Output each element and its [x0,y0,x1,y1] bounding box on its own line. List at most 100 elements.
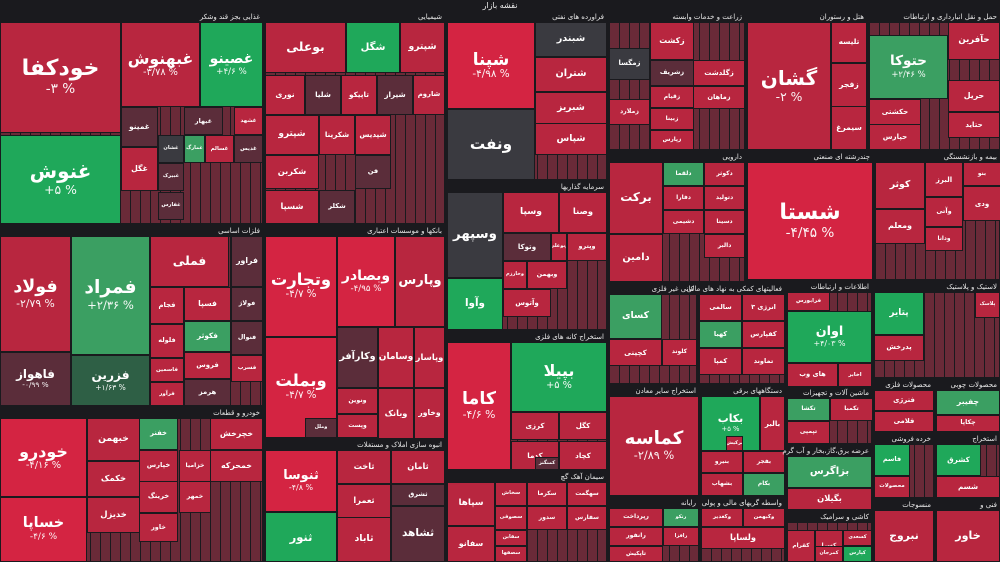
stock-tile[interactable]: شکرینا [319,115,355,155]
stock-tile[interactable]: زمگسا [609,48,650,80]
stock-tile[interactable]: شگل [346,22,400,73]
stock-tile[interactable]: شتران [535,57,607,92]
stock-tile[interactable]: فنرژی [874,390,934,411]
stock-tile[interactable]: پدرخش [874,335,924,361]
stock-tile[interactable]: ثشاهد [391,506,445,562]
stock-tile[interactable]: سدور [527,506,567,530]
stock-tile[interactable]: بکاب +۵ % [701,396,760,451]
stock-tile[interactable]: زبینا [650,108,694,130]
stock-tile[interactable]: فرآور [150,382,184,406]
stock-tile[interactable]: وپترو [567,233,607,261]
stock-tile[interactable]: وخاور [414,388,445,439]
stock-tile[interactable]: فرابورس [787,292,830,311]
stock-tile[interactable]: ونوین [337,388,378,414]
stock-tile[interactable]: تماوند [742,348,785,375]
stock-tile[interactable]: شکلر [319,190,355,224]
stock-tile[interactable]: دکوثر [704,162,745,186]
stock-tile[interactable]: کماسه -۲/۸۹ % [609,396,699,496]
stock-tile[interactable]: وکارآفر [337,327,378,388]
stock-tile[interactable]: دفارا [663,186,704,210]
stock-tile[interactable]: زکشت [650,22,694,60]
stock-tile[interactable]: انرژی ۳ [742,294,785,321]
stock-tile[interactable]: دشیمی [663,210,704,234]
stock-tile[interactable]: شپترو [400,22,445,73]
stock-tile[interactable]: کچاد [559,441,607,470]
stock-tile[interactable]: وسپهر [447,192,503,278]
stock-tile[interactable]: فلوله [150,324,184,358]
stock-tile[interactable]: خچرخش [210,418,263,450]
stock-tile[interactable]: کشرق [936,444,981,476]
stock-tile[interactable]: ثعمرا [337,484,391,518]
stock-tile[interactable]: فراور [231,236,263,287]
stock-tile[interactable]: تاپکیش [609,546,663,562]
stock-tile[interactable]: رافزا [663,527,699,546]
stock-tile[interactable]: خاور [139,513,178,542]
stock-tile[interactable]: کپارس [843,546,872,562]
stock-tile[interactable]: کفپارس [742,321,785,348]
stock-tile[interactable]: شسم [936,476,1000,498]
stock-tile[interactable]: کلوند [662,339,697,366]
stock-tile[interactable]: وپاسار [414,327,445,388]
stock-tile[interactable]: رپرداخت [609,508,663,527]
stock-tile[interactable]: سهگمت [567,482,607,506]
stock-tile[interactable]: دسینا [704,210,745,234]
stock-tile[interactable]: ودانا [925,227,963,251]
stock-tile[interactable]: فاسمین [150,358,184,382]
stock-tile[interactable]: پلاسک [975,292,1000,318]
stock-tile[interactable]: ولساپا [701,527,785,549]
stock-tile[interactable]: وخارزم [503,261,527,289]
stock-tile[interactable]: شبریز [535,92,607,124]
stock-tile[interactable]: بگیلان [787,488,872,510]
stock-tile[interactable]: حتاید [948,112,1000,138]
stock-tile[interactable]: غمینو [121,107,158,147]
stock-tile[interactable]: ثاخت [337,450,391,484]
stock-tile[interactable]: زفجر [831,63,867,107]
stock-tile[interactable]: کرزی [511,412,559,440]
stock-tile[interactable]: شپاس [535,123,607,155]
stock-tile[interactable]: غدیس [234,135,263,163]
stock-tile[interactable]: وپست [337,414,378,438]
stock-tile[interactable]: دتولید [704,186,745,210]
stock-tile[interactable]: فسپا [184,287,231,321]
stock-tile[interactable]: سخاش [495,482,527,506]
stock-tile[interactable]: بشهاب [701,473,743,496]
stock-tile[interactable]: حآفرین [948,22,1000,60]
stock-tile[interactable]: وسپا [503,192,559,233]
stock-tile[interactable]: چکاپا [936,415,1000,432]
stock-tile[interactable]: فنوال [231,321,263,355]
stock-tile[interactable]: حتوکا +۲/۴۶ % [869,35,948,99]
stock-tile[interactable]: کسعدی [843,530,872,546]
stock-tile[interactable]: فولاد -۲/۷۹ % [0,236,71,352]
stock-tile[interactable]: کمرجان [815,546,843,562]
stock-tile[interactable]: های وب [787,363,838,387]
stock-tile[interactable]: وآتوس [503,289,551,317]
stock-tile[interactable]: خبهمن [87,418,140,461]
stock-tile[interactable]: برکیش [726,436,743,451]
stock-tile[interactable]: شبندر [535,22,607,57]
stock-tile[interactable]: غفارس [158,192,184,220]
stock-tile[interactable]: زپارس [650,130,694,150]
stock-tile[interactable]: سصوفی [495,506,527,530]
stock-tile[interactable]: سفانو [447,526,495,562]
stock-tile[interactable]: وکبهمن [743,508,785,527]
stock-tile[interactable]: ثاباد [337,517,391,562]
stock-tile[interactable]: بکام [743,473,785,496]
stock-tile[interactable]: کمنگنز [535,457,559,470]
stock-tile[interactable]: سقاین [495,530,527,546]
stock-tile[interactable]: ونفت [447,109,535,180]
stock-tile[interactable]: تلیسه [831,22,867,63]
stock-tile[interactable]: زملارد [609,99,650,125]
stock-tile[interactable]: هرمز [184,379,231,406]
stock-tile[interactable]: وبوعلی [551,233,567,261]
stock-tile[interactable]: فلامی [874,411,934,432]
stock-tile[interactable]: غبهار [184,107,223,135]
stock-tile[interactable]: کگل [559,412,607,440]
stock-tile[interactable]: چفیبر [936,390,1000,415]
stock-tile[interactable]: فسرب [231,355,263,382]
stock-tile[interactable]: فجام [150,287,184,324]
stock-tile[interactable]: غمارگ [184,135,205,163]
stock-tile[interactable]: ثشرق [391,484,445,506]
stock-tile[interactable]: رانفور [609,527,663,546]
stock-tile[interactable]: بفجر [743,451,785,473]
stock-tile[interactable]: فکوثر [184,321,231,352]
